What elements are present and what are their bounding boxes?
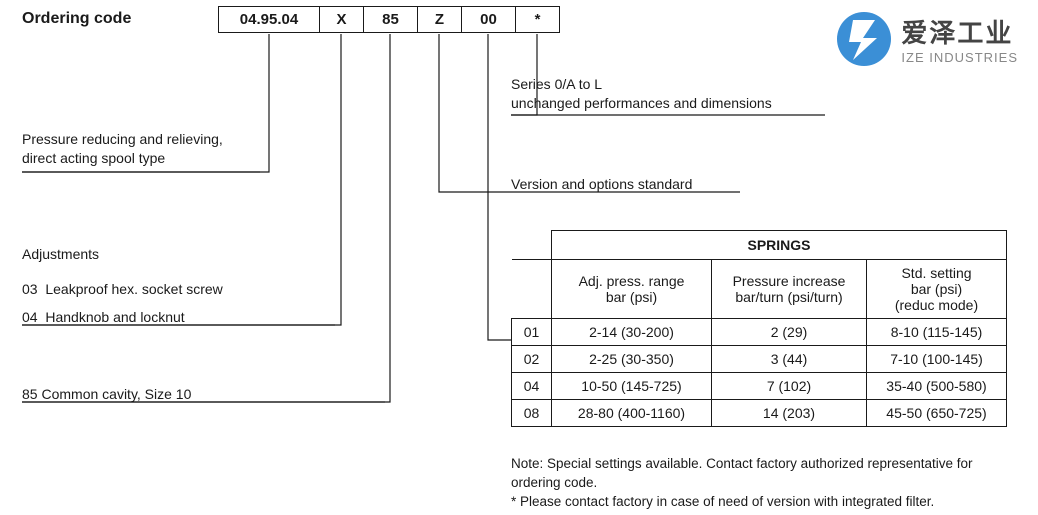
row-cell: 8-10 (115-145) [867,319,1007,346]
row-key: 01 [512,319,552,346]
code-box-3: Z [418,6,462,33]
table-row: 04 10-50 (145-725) 7 (102) 35-40 (500-58… [512,373,1007,400]
brand-logo: 爱泽工业 IZE INDUSTRIES [833,8,1018,70]
row-cell: 7 (102) [712,373,867,400]
adj-item-0-code: 03 [22,281,38,297]
code-box-2: 85 [364,6,418,33]
row-cell: 2-14 (30-200) [552,319,712,346]
springs-header-2: Std. setting bar (psi) (reduc mode) [867,260,1007,319]
row-cell: 28-80 (400-1160) [552,400,712,427]
note-text-2: Please contact factory in case of need o… [516,494,934,509]
row-cell: 2 (29) [712,319,867,346]
row-cell: 35-40 (500-580) [867,373,1007,400]
cavity-code: 85 [22,386,38,402]
adj-item-1: 04 Handknob and locknut [22,308,185,327]
adj-item-1-text: Handknob and locknut [45,309,184,325]
row-cell: 14 (203) [712,400,867,427]
table-row: 08 28-80 (400-1160) 14 (203) 45-50 (650-… [512,400,1007,427]
note-text-1: Special settings available. Contact fact… [511,456,973,490]
logo-text-en: IZE INDUSTRIES [901,50,1018,65]
code-box-5: * [516,6,560,33]
springs-header-0: Adj. press. range bar (psi) [552,260,712,319]
note-label: Note: [511,456,543,471]
row-cell: 45-50 (650-725) [867,400,1007,427]
springs-header-1: Pressure increase bar/turn (psi/turn) [712,260,867,319]
row-key: 04 [512,373,552,400]
code-box-0: 04.95.04 [218,6,320,33]
row-cell: 3 (44) [712,346,867,373]
row-key: 02 [512,346,552,373]
ordering-code-row: 04.95.04 X 85 Z 00 * [218,6,560,33]
adj-item-0-text: Leakproof hex. socket screw [45,281,222,297]
main-description: Pressure reducing and relieving, direct … [22,130,223,168]
logo-icon [833,8,895,70]
table-row: 01 2-14 (30-200) 2 (29) 8-10 (115-145) [512,319,1007,346]
logo-text-cn: 爱泽工业 [901,13,1018,50]
adjustments-heading: Adjustments [22,245,99,264]
row-key: 08 [512,400,552,427]
row-cell: 2-25 (30-350) [552,346,712,373]
row-cell: 10-50 (145-725) [552,373,712,400]
series-description: Series 0/A to L unchanged performances a… [511,75,772,113]
springs-title: SPRINGS [552,231,1007,260]
table-row: 02 2-25 (30-350) 3 (44) 7-10 (100-145) [512,346,1007,373]
row-cell: 7-10 (100-145) [867,346,1007,373]
version-description: Version and options standard [511,175,692,194]
adj-item-1-code: 04 [22,309,38,325]
adj-item-0: 03 Leakproof hex. socket screw [22,280,223,299]
cavity-text: Common cavity, Size 10 [41,386,191,402]
code-box-4: 00 [462,6,516,33]
cavity-line: 85 Common cavity, Size 10 [22,385,191,404]
footnotes: Note: Special settings available. Contac… [511,455,1021,512]
page-title: Ordering code [22,10,131,28]
code-box-1: X [320,6,364,33]
springs-table: SPRINGS Adj. press. range bar (psi) Pres… [511,230,1007,427]
